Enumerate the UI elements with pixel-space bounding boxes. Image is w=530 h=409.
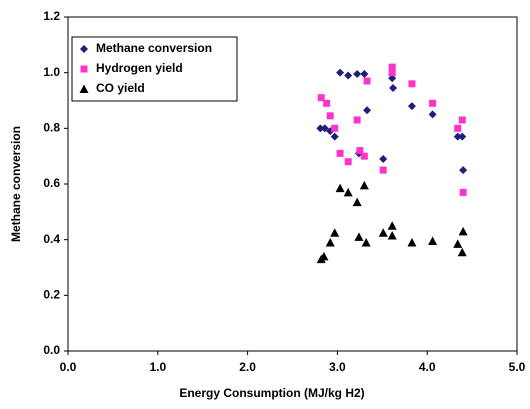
point [454, 124, 462, 132]
point [459, 166, 468, 175]
legend-marker [79, 84, 89, 93]
y-tick-label: 1.2 [43, 9, 60, 23]
legend-box [71, 36, 238, 102]
point [343, 187, 353, 197]
point [458, 116, 466, 124]
point [360, 70, 369, 79]
point [389, 83, 398, 92]
legend-marker [80, 65, 88, 73]
point [407, 237, 417, 247]
point [354, 232, 364, 241]
point [387, 221, 397, 230]
point [363, 77, 371, 85]
point [356, 147, 364, 155]
point [388, 63, 396, 71]
point [379, 166, 387, 174]
x-tick-label: 1.0 [149, 360, 166, 374]
point [360, 152, 368, 160]
point [428, 110, 437, 119]
point [453, 132, 462, 141]
point [331, 124, 339, 132]
point [457, 247, 467, 257]
y-tick-label: 1.0 [43, 65, 60, 79]
point [353, 116, 361, 124]
y-axis-label: Methane conversion [9, 126, 23, 242]
legend-label: CO yield [96, 81, 145, 95]
x-tick-label: 3.0 [329, 360, 346, 374]
point [459, 188, 467, 196]
point [458, 226, 468, 236]
x-tick-label: 4.0 [419, 360, 436, 374]
y-tick-label: 0.8 [43, 121, 60, 135]
point [352, 197, 362, 207]
point [388, 69, 396, 77]
point [363, 106, 372, 115]
point [320, 124, 329, 133]
x-tick-label: 5.0 [509, 360, 526, 374]
point [336, 149, 344, 157]
point [326, 112, 334, 120]
point [330, 132, 339, 141]
point [458, 132, 467, 141]
point [316, 124, 325, 133]
legend-label: Hydrogen yield [96, 61, 183, 75]
point [335, 183, 345, 193]
x-axis-label: Energy Consumption (MJ/kg H2) [179, 386, 364, 400]
point [388, 74, 397, 83]
point [344, 158, 352, 166]
point [379, 154, 388, 163]
y-tick-label: 0.2 [43, 288, 60, 302]
point [330, 228, 340, 237]
y-tick-label: 0.6 [43, 176, 60, 190]
point [407, 102, 416, 111]
point [429, 99, 437, 107]
point [453, 239, 463, 248]
point [317, 94, 325, 102]
x-tick-label: 0.0 [60, 360, 77, 374]
point [323, 99, 331, 107]
point [353, 70, 362, 79]
point [408, 80, 416, 88]
point [359, 180, 369, 190]
y-tick-label: 0.0 [43, 343, 60, 357]
legend-marker [80, 45, 88, 53]
point [361, 237, 371, 247]
point [428, 236, 438, 246]
point [378, 228, 388, 237]
legend-label: Methane conversion [96, 41, 212, 55]
point [319, 251, 329, 261]
point [387, 230, 397, 240]
point [336, 68, 345, 77]
point [344, 71, 353, 80]
point [325, 237, 335, 247]
x-tick-label: 2.0 [239, 360, 256, 374]
y-tick-label: 0.4 [43, 232, 60, 246]
